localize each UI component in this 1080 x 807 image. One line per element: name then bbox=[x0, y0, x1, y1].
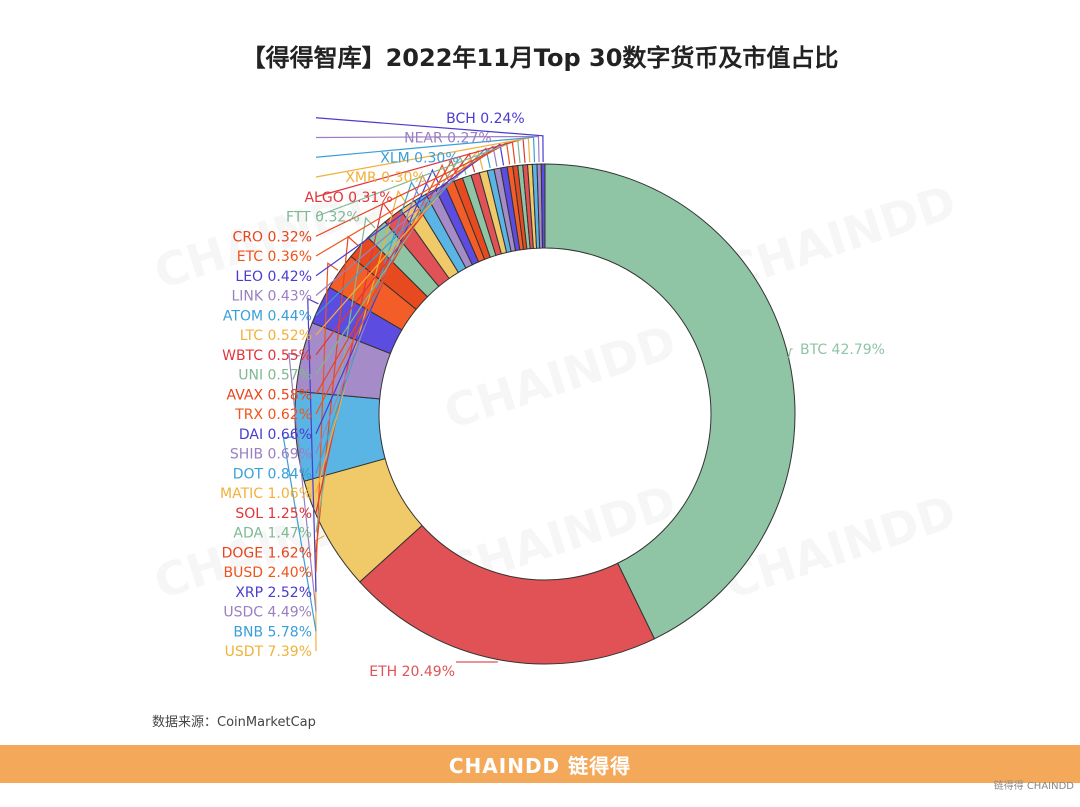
slice-label-uni: UNI 0.57% bbox=[238, 368, 312, 384]
footer-bar: CHAINDD 链得得 bbox=[0, 745, 1080, 783]
slice-label-dot: DOT 0.84% bbox=[233, 466, 312, 482]
slice-label-wbtc: WBTC 0.55% bbox=[222, 348, 312, 364]
slice-label-atom: ATOM 0.44% bbox=[223, 308, 312, 324]
leader-line-btc bbox=[788, 348, 793, 358]
slice-label-xrp: XRP 2.52% bbox=[235, 585, 312, 601]
leader-line-etc bbox=[315, 141, 511, 257]
slice-label-xmr: XMR 0.30% bbox=[345, 170, 425, 186]
slice-label-cro: CRO 0.32% bbox=[233, 229, 312, 245]
slice-btc bbox=[544, 163, 796, 640]
slice-label-busd: BUSD 2.40% bbox=[224, 565, 312, 581]
leader-line-xrp bbox=[307, 297, 319, 592]
slice-label-dai: DAI 0.66% bbox=[239, 427, 312, 443]
leader-line-ltc bbox=[315, 149, 484, 336]
slice-label-eth: ETH 20.49% bbox=[369, 664, 455, 680]
leader-line-link bbox=[315, 145, 498, 296]
slice-label-ada: ADA 1.47% bbox=[233, 526, 312, 542]
slice-label-algo: ALGO 0.31% bbox=[304, 190, 392, 206]
chart-title: 【得得智库】2022年11月Top 30数字货币及市值占比 bbox=[241, 44, 839, 72]
leader-line-atom bbox=[315, 147, 491, 316]
leader-line-trx bbox=[315, 163, 450, 415]
slice-label-link: LINK 0.43% bbox=[231, 289, 312, 305]
slice-label-leo: LEO 0.42% bbox=[235, 269, 312, 285]
leader-line-bnb bbox=[282, 436, 317, 632]
slice-label-matic: MATIC 1.06% bbox=[220, 486, 312, 502]
donut-chart: BTC 42.79% ETH 20.49% USDT 7.39% BNB 5.78% U… bbox=[220, 111, 885, 680]
leader-line-usdc bbox=[288, 352, 317, 612]
leader-line-dai bbox=[315, 168, 440, 434]
slice-label-ltc: LTC 0.52% bbox=[240, 328, 312, 344]
slice-label-ftt: FTT 0.32% bbox=[286, 210, 360, 226]
slice-label-usdt: USDT 7.39% bbox=[225, 644, 312, 660]
slice-label-near: NEAR 0.27% bbox=[404, 131, 492, 147]
data-source: 数据来源：CoinMarketCap bbox=[152, 715, 316, 730]
slice-label-shib: SHIB 0.69% bbox=[230, 447, 312, 463]
slice-eth bbox=[359, 524, 656, 665]
slice-label-bnb: BNB 5.78% bbox=[233, 624, 312, 640]
slice-label-etc: ETC 0.36% bbox=[237, 249, 312, 265]
slice-label-usdc: USDC 4.49% bbox=[223, 605, 312, 621]
slice-label-avax: AVAX 0.58% bbox=[227, 387, 312, 403]
slice-label-xlm: XLM 0.30% bbox=[380, 150, 458, 166]
footer-brand: CHAINDD 链得得 bbox=[448, 753, 632, 778]
leader-line-eth bbox=[456, 661, 498, 663]
leader-line-usdt bbox=[315, 535, 325, 652]
slice-label-sol: SOL 1.25% bbox=[235, 506, 312, 522]
leader-line-xlm bbox=[315, 136, 536, 163]
leader-line-near bbox=[315, 135, 540, 163]
slice-label-bch: BCH 0.24% bbox=[446, 111, 525, 127]
leader-line-leo bbox=[315, 143, 505, 277]
slice-label-trx: TRX 0.62% bbox=[234, 407, 312, 423]
corner-logo: 链得得 CHAINDD bbox=[993, 781, 1074, 792]
slice-label-btc: BTC 42.79% bbox=[800, 342, 885, 358]
slice-bch bbox=[540, 163, 546, 249]
leader-line-bch bbox=[315, 117, 544, 163]
leader-line-busd bbox=[315, 262, 339, 573]
leader-line-matic bbox=[315, 189, 407, 494]
leader-line-ada bbox=[315, 216, 376, 533]
slice-label-doge: DOGE 1.62% bbox=[222, 545, 312, 561]
